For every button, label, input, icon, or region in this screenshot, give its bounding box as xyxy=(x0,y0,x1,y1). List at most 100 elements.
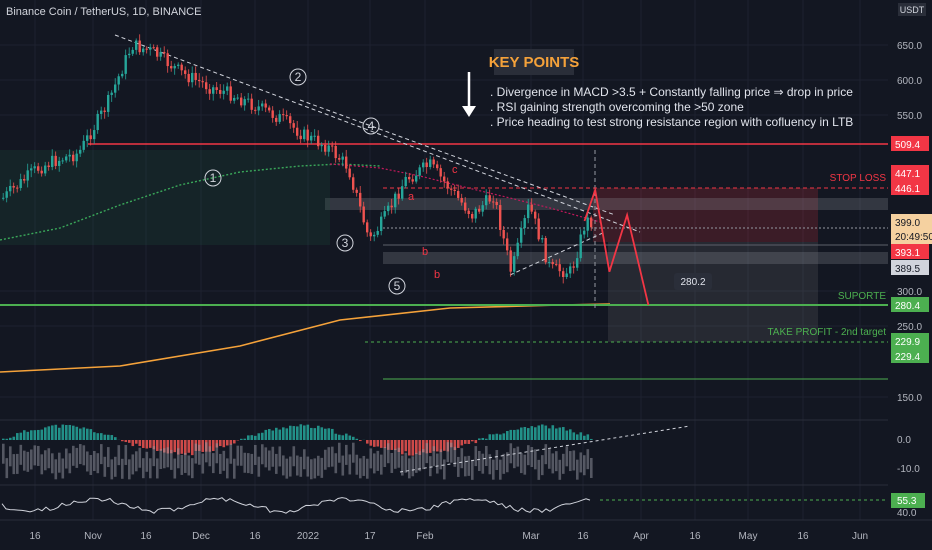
volume-bar xyxy=(114,456,117,477)
volume-bar xyxy=(520,453,523,474)
volume-bar xyxy=(159,449,163,470)
wave-letter-label: b xyxy=(434,269,440,281)
candle-body xyxy=(425,162,428,168)
candle-body xyxy=(282,114,285,116)
volume-bar xyxy=(68,453,72,474)
time-axis-tick: 16 xyxy=(140,531,152,542)
volume-bar xyxy=(271,446,275,467)
candle-body xyxy=(296,127,299,136)
volume-bar xyxy=(278,446,282,467)
wave-label: 1 xyxy=(210,171,217,185)
macd-histogram-bar xyxy=(289,425,292,440)
volume-bar xyxy=(173,458,177,479)
time-axis-tick: Apr xyxy=(633,531,649,542)
volume-bar xyxy=(65,448,68,469)
volume-bar xyxy=(306,456,310,477)
candle-body xyxy=(345,156,348,169)
candle-body xyxy=(131,49,134,54)
volume-bar xyxy=(292,446,296,467)
candle-body xyxy=(198,79,201,82)
volume-bar xyxy=(530,447,534,468)
down-arrow-icon xyxy=(462,106,476,117)
macd-histogram-bar xyxy=(373,440,376,447)
candle-body xyxy=(233,97,236,101)
macd-histogram-bar xyxy=(537,425,541,440)
candle-body xyxy=(19,179,22,188)
volume-bar xyxy=(432,446,436,467)
volume-bar xyxy=(453,446,457,467)
volume-bar xyxy=(33,445,37,466)
volume-bar xyxy=(208,446,212,467)
time-axis-tick: Jun xyxy=(852,531,868,542)
candle-body xyxy=(492,201,495,203)
volume-bar xyxy=(390,452,394,473)
candle-body xyxy=(576,258,579,268)
wave-label: 4 xyxy=(368,119,375,133)
volume-bar xyxy=(359,458,362,479)
candle-body xyxy=(397,193,400,199)
volume-bar xyxy=(5,458,9,479)
candle-body xyxy=(72,154,75,162)
price-axis-tick: 600.0 xyxy=(897,76,922,87)
candle-body xyxy=(180,64,183,71)
price-level-tag-label: 280.4 xyxy=(895,301,920,312)
macd-histogram-bar xyxy=(9,437,12,440)
volume-bar xyxy=(296,455,299,476)
volume-bar xyxy=(495,450,499,471)
macd-histogram-bar xyxy=(12,436,16,440)
macd-histogram-bar xyxy=(516,429,520,440)
candle-body xyxy=(467,210,470,214)
volume-bar xyxy=(254,444,257,465)
volume-bar xyxy=(47,448,51,469)
volume-bar xyxy=(467,455,471,476)
candle-body xyxy=(404,176,407,187)
macd-histogram-bar xyxy=(464,440,467,444)
wave-label: 3 xyxy=(342,236,349,250)
candle-body xyxy=(68,154,71,157)
price-level-tag xyxy=(891,333,929,348)
candle-body xyxy=(292,123,295,128)
volume-bar xyxy=(523,454,527,475)
macd-histogram-bar xyxy=(401,440,404,455)
candle-body xyxy=(163,52,166,54)
candle-body xyxy=(418,167,421,176)
price-axis-tick: 150.0 xyxy=(897,393,922,404)
candle-body xyxy=(289,116,292,124)
target-price-label: 280.2 xyxy=(680,277,705,288)
macd-histogram-bar xyxy=(257,433,261,440)
volume-bar xyxy=(422,449,425,470)
volume-bar xyxy=(320,457,324,478)
volume-bar xyxy=(341,455,345,476)
candle-body xyxy=(572,266,575,268)
macd-histogram-bar xyxy=(579,432,583,440)
macd-histogram-bar xyxy=(243,438,247,440)
candle-body xyxy=(257,106,260,111)
candle-body xyxy=(145,48,148,50)
macd-histogram-bar xyxy=(590,438,593,440)
candle-body xyxy=(436,164,439,169)
candle-body xyxy=(313,135,316,137)
macd-histogram-bar xyxy=(58,427,61,440)
macd-histogram-bar xyxy=(558,427,562,440)
volume-bar xyxy=(166,447,170,468)
macd-histogram-bar xyxy=(474,440,478,444)
candle-body xyxy=(89,135,92,140)
macd-histogram-bar xyxy=(26,431,30,440)
volume-bar xyxy=(387,443,390,464)
price-axis-tick: 650.0 xyxy=(897,41,922,52)
volume-bar xyxy=(478,450,481,471)
price-level-tag-label: 393.1 xyxy=(895,248,920,259)
macd-histogram-bar xyxy=(23,430,26,440)
macd-histogram-bar xyxy=(233,440,236,444)
macd-histogram-bar xyxy=(180,440,184,454)
macd-histogram-bar xyxy=(51,425,54,440)
volume-bar xyxy=(565,446,569,467)
volume-bar xyxy=(289,456,292,477)
candle-body xyxy=(506,238,509,251)
candle-body xyxy=(138,40,141,53)
candle-body xyxy=(387,205,390,212)
volume-bar xyxy=(72,445,75,466)
macd-histogram-bar xyxy=(572,432,576,440)
macd-histogram-bar xyxy=(555,428,558,440)
